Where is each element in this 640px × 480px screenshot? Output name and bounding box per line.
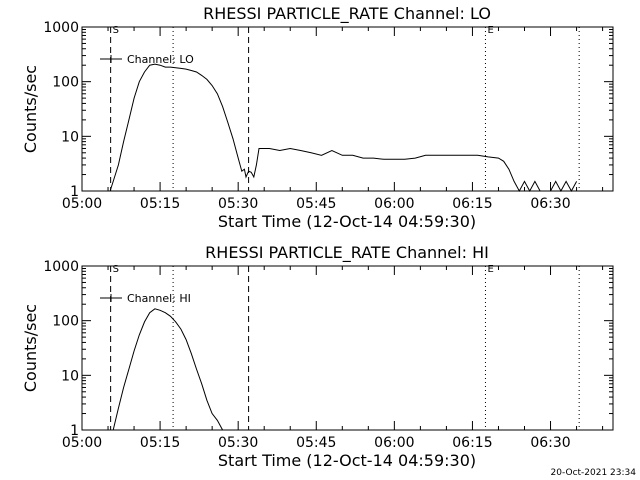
x-tick-label: 06:30 xyxy=(530,196,570,212)
x-tick-label: 05:00 xyxy=(62,196,102,212)
y-tick-label: 1 xyxy=(70,423,79,439)
chart-title: RHESSI PARTICLE_RATE Channel: HI xyxy=(205,243,489,263)
x-tick-label: 06:00 xyxy=(374,435,414,451)
x-tick-label: 05:45 xyxy=(296,196,336,212)
x-tick-label: 05:30 xyxy=(218,435,258,451)
x-tick-label: 05:15 xyxy=(140,435,180,451)
marker-label: S xyxy=(113,25,119,36)
plot-frame xyxy=(81,265,614,431)
x-tick-label: 05:30 xyxy=(218,196,258,212)
x-tick-label: 06:15 xyxy=(452,435,492,451)
marker-label: S xyxy=(113,264,119,275)
y-axis: 1 10 100 1000 xyxy=(43,20,613,200)
y-tick-label: 1 xyxy=(70,184,79,200)
marker-label: E xyxy=(487,25,493,36)
y-tick-label: 10 xyxy=(61,368,79,384)
x-axis: 05:00 05:15 05:30 05:45 06:00 06:15 06:30 xyxy=(62,27,604,212)
y-tick-label: 100 xyxy=(52,75,79,91)
y-axis: 1 10 100 1000 xyxy=(43,259,613,439)
legend-label: Channel: LO xyxy=(127,53,194,66)
legend-label: Channel: HI xyxy=(127,292,191,305)
x-tick-label: 05:45 xyxy=(296,435,336,451)
legend: Channel: LO xyxy=(100,53,194,66)
y-axis-label: Counts/sec xyxy=(21,304,40,392)
marker-label: E xyxy=(487,264,493,275)
y-tick-label: 1000 xyxy=(43,259,79,275)
x-axis: 05:00 05:15 05:30 05:45 06:00 06:15 06:30 xyxy=(62,266,604,451)
y-tick-label: 100 xyxy=(52,314,79,330)
x-axis-label: Start Time (12-Oct-14 04:59:30) xyxy=(218,212,476,231)
x-tick-label: 06:30 xyxy=(530,435,570,451)
y-axis-label: Counts/sec xyxy=(21,65,40,153)
plot-frame xyxy=(81,26,614,192)
x-tick-label: 05:00 xyxy=(62,435,102,451)
x-tick-label: 06:15 xyxy=(452,196,492,212)
y-tick-label: 1000 xyxy=(43,20,79,36)
x-axis-label: Start Time (12-Oct-14 04:59:30) xyxy=(218,451,476,470)
x-tick-label: 06:00 xyxy=(374,196,414,212)
series-line-lo xyxy=(109,63,578,193)
footer-timestamp: 20-Oct-2021 23:34 xyxy=(551,468,637,478)
y-tick-label: 10 xyxy=(61,129,79,145)
x-tick-label: 05:15 xyxy=(140,196,180,212)
chart-title: RHESSI PARTICLE_RATE Channel: LO xyxy=(203,4,491,24)
legend: Channel: HI xyxy=(100,292,191,305)
series-line-hi xyxy=(112,308,224,431)
